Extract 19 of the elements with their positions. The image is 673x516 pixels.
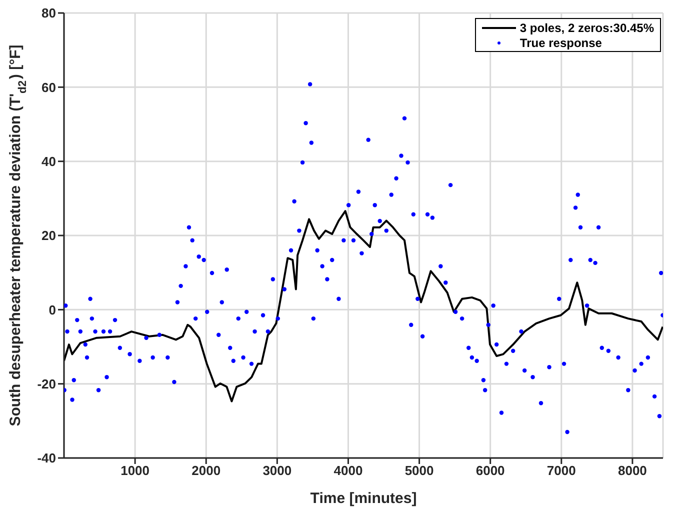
x-tick-label: 2000: [192, 463, 221, 478]
y-tick-label: 20: [42, 228, 56, 244]
x-tick-label: 6000: [476, 463, 505, 478]
x-tick-label: 4000: [334, 463, 363, 478]
x-tick-label: 7000: [546, 463, 576, 478]
x-tick-label: 8000: [618, 463, 647, 478]
y-tick-label: 40: [42, 154, 56, 169]
x-tick-label: 3000: [262, 463, 292, 478]
y-tick-label: 80: [42, 6, 56, 21]
y-tick-label: 0: [48, 302, 56, 318]
x-tick-label: 1000: [120, 463, 150, 478]
x-axis-title: Time [minutes]: [310, 490, 417, 507]
legend-label: 3 poles, 2 zeros:30.45%: [520, 20, 654, 34]
y-tick-label: 60: [42, 80, 56, 95]
y-tick-label: -40: [37, 450, 56, 466]
y-tick-label: -20: [37, 376, 56, 392]
x-tick-label: 5000: [404, 463, 434, 478]
line-series: [64, 210, 663, 402]
legend-label: True response: [520, 36, 602, 50]
